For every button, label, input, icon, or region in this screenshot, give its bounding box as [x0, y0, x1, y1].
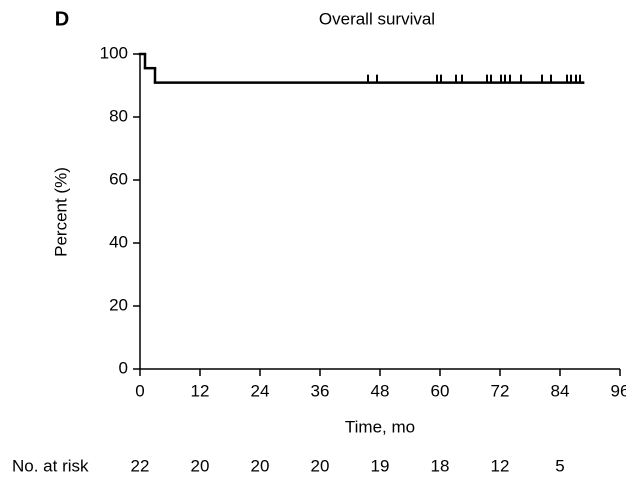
- x-tick-label: 0: [135, 381, 144, 400]
- y-tick-label: 60: [109, 169, 128, 188]
- risk-count: 20: [251, 456, 270, 475]
- y-tick-label: 0: [119, 358, 128, 377]
- risk-count: 5: [555, 456, 564, 475]
- risk-count: 12: [491, 456, 510, 475]
- y-tick-label: 100: [100, 43, 128, 62]
- x-tick-label: 96: [611, 381, 626, 400]
- risk-count: 22: [131, 456, 150, 475]
- risk-count: 20: [191, 456, 210, 475]
- panel-label: D: [55, 8, 69, 30]
- y-tick-label: 80: [109, 106, 128, 125]
- y-axis-label: Percent (%): [51, 167, 70, 257]
- x-tick-label: 60: [431, 381, 450, 400]
- x-tick-label: 36: [311, 381, 330, 400]
- risk-count: 20: [311, 456, 330, 475]
- x-axis-label: Time, mo: [345, 417, 415, 436]
- x-tick-label: 72: [491, 381, 510, 400]
- x-tick-label: 48: [371, 381, 390, 400]
- x-tick-label: 84: [551, 381, 570, 400]
- x-tick-label: 24: [251, 381, 270, 400]
- x-tick-label: 12: [191, 381, 210, 400]
- chart-title: Overall survival: [319, 9, 435, 28]
- risk-count: 18: [431, 456, 450, 475]
- y-tick-label: 40: [109, 232, 128, 251]
- risk-table-label: No. at risk: [12, 456, 89, 475]
- y-tick-label: 20: [109, 295, 128, 314]
- risk-count: 19: [371, 456, 390, 475]
